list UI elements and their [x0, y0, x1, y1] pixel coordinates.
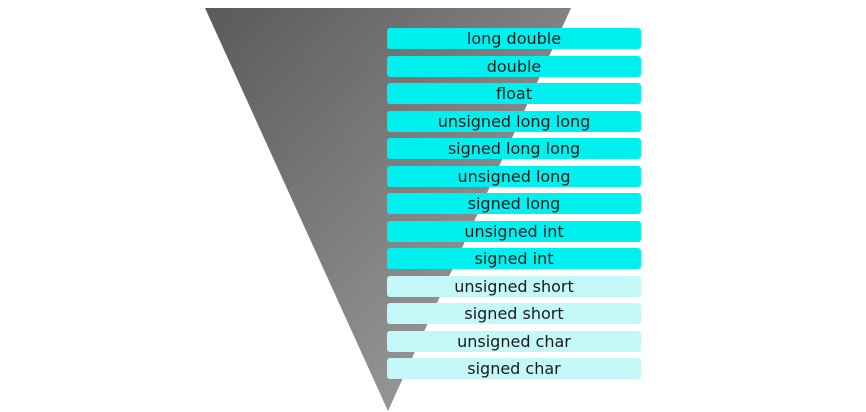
type-label: signed long long	[447, 139, 581, 158]
type-label: float	[496, 84, 532, 103]
type-label: unsigned short	[454, 276, 574, 296]
type-label: unsigned long long	[437, 111, 591, 131]
type-row: signed int	[387, 248, 641, 269]
type-row: unsigned long	[387, 165, 641, 187]
type-row: unsigned short	[387, 275, 641, 297]
type-row: long double	[387, 28, 641, 49]
type-row: signed short	[387, 303, 641, 324]
type-label: double	[486, 56, 542, 76]
type-rank-list: long double double float unsigned long long…	[387, 28, 641, 386]
type-label: unsigned int	[464, 221, 564, 241]
type-label: unsigned long	[457, 166, 571, 186]
type-row: unsigned long long	[387, 110, 641, 132]
type-row: unsigned int	[387, 220, 641, 242]
type-row: signed long long	[387, 138, 641, 159]
type-label: signed char	[467, 359, 561, 378]
type-row: signed char	[387, 358, 641, 379]
type-label: long double	[466, 29, 562, 48]
type-row: signed long	[387, 193, 641, 214]
type-label: signed short	[464, 304, 564, 323]
type-label: signed long	[467, 194, 561, 213]
type-row: float	[387, 83, 641, 104]
type-row: double	[387, 55, 641, 77]
type-row: unsigned char	[387, 330, 641, 352]
type-label: signed int	[474, 249, 554, 268]
type-label: unsigned char	[457, 331, 571, 351]
